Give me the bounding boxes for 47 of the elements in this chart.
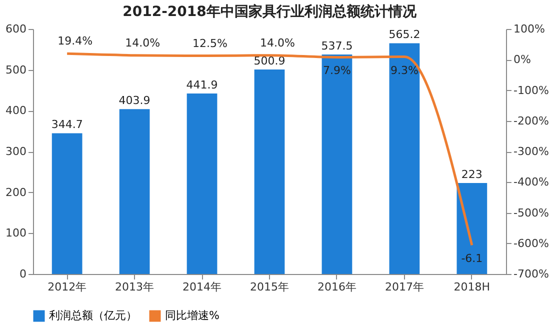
data-label: 441.9 (186, 78, 218, 92)
x-tick-label: 2014年 (182, 280, 222, 294)
bar (456, 182, 488, 274)
bar (389, 43, 420, 274)
x-tick-label: 2015年 (250, 280, 289, 294)
data-label: 565.2 (388, 28, 420, 42)
y2-tick-label: -400% (514, 176, 549, 189)
y-tick-label: 500 (6, 63, 26, 76)
data-label: 500.9 (254, 54, 286, 68)
y2-tick-label: -200% (514, 114, 549, 128)
data-label: 7.9% (323, 64, 351, 78)
y-tick-label: 100 (6, 226, 26, 240)
data-label: 9.3% (390, 64, 418, 77)
y-tick-label: 600 (6, 22, 26, 36)
bar (186, 94, 218, 274)
legend-label: 利润总额（亿元） (49, 309, 137, 322)
annotation: -6.1 (461, 252, 483, 266)
x-tick-label: 2012年 (48, 280, 87, 294)
y2-tick-label: 0% (514, 53, 531, 66)
bar (322, 54, 352, 274)
y-tick-label: 0 (20, 268, 26, 280)
y2-tick-label: -100% (514, 84, 549, 97)
x-tick-label: 2017年 (384, 280, 424, 294)
bar (52, 133, 82, 274)
x-tick-label: 2018H (454, 280, 490, 294)
x-tick-label: 2016年 (317, 280, 356, 294)
x-tick-label: 2013年 (115, 280, 154, 294)
data-label: 403.9 (118, 94, 150, 108)
y2-tick-label: -500% (514, 206, 549, 220)
y2-tick-label: 100% (514, 22, 545, 36)
y-tick-label: 400 (6, 104, 26, 118)
y2-tick-label: -700% (514, 268, 549, 280)
data-label: 344.7 (51, 118, 83, 132)
data-label: 19.4% (58, 34, 93, 48)
data-label: 14.0% (125, 36, 160, 50)
data-label: 14.0% (260, 36, 295, 50)
y2-tick-label: -600% (514, 236, 549, 250)
bar (254, 69, 285, 274)
y-tick-label: 200 (6, 186, 26, 199)
data-label: 12.5% (192, 36, 228, 50)
chart-title: 2012-2018年中国家具行业利润总额统计情况 (122, 3, 418, 20)
bar (119, 109, 150, 274)
y2-tick-label: -300% (514, 145, 549, 158)
data-label: 537.5 (321, 40, 353, 53)
y-tick-label: 300 (6, 145, 26, 158)
legend-label: 同比增速% (165, 309, 220, 322)
data-label: 223 (461, 168, 482, 181)
